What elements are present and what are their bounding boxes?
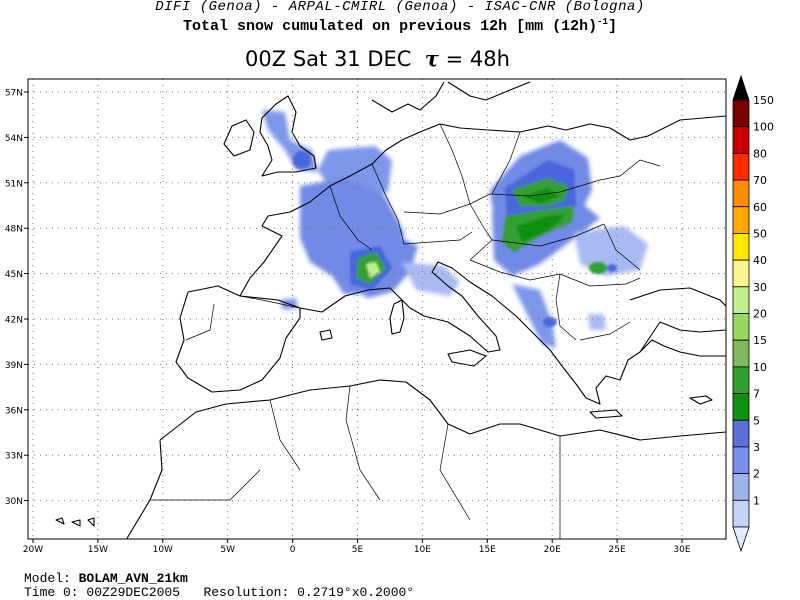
- lon-label: 30E: [673, 545, 690, 555]
- colorbar-swatch: [732, 259, 750, 288]
- colorbar-cap-bottom: [732, 526, 750, 553]
- colorbar-label: 20: [753, 308, 767, 321]
- colorbar-label: 50: [753, 227, 767, 240]
- lat-label: 36N: [5, 406, 23, 416]
- lon-label: 10W: [153, 545, 173, 555]
- snow-fields: [262, 110, 648, 348]
- colorbar-label: 7: [753, 388, 760, 401]
- header-institutions: DIFI (Genoa) - ARPAL-CMIRL (Genoa) - ISA…: [155, 0, 645, 15]
- colorbar-label: 15: [753, 334, 767, 347]
- lat-label: 54N: [5, 134, 23, 144]
- colorbar-cap-top: [732, 74, 750, 101]
- forecast-time: 00Z Sat 31 DEC: [245, 47, 412, 71]
- colorbar-label: 150: [753, 94, 774, 107]
- lon-label: 15W: [88, 545, 108, 555]
- colorbar-label: 2: [753, 468, 760, 481]
- header-variable-text: Total snow cumulated on previous 12h [mm…: [183, 18, 598, 35]
- colorbar-swatch: [732, 313, 750, 341]
- colorbar-swatch: [732, 366, 750, 394]
- time-value: 00Z29DEC2005: [86, 585, 181, 600]
- longitude-labels: 20W 15W 10W 5W 0 5E 10E 15E 20E 25E 30E: [23, 539, 691, 555]
- lon-label: 25E: [609, 545, 626, 555]
- colorbar-label: 40: [753, 254, 767, 267]
- map-frame: [27, 78, 727, 540]
- colorbar-swatch: [732, 152, 750, 181]
- colorbar-swatch: [732, 499, 750, 528]
- header-variable-exponent: -1: [597, 17, 608, 27]
- colorbar-label: 3: [753, 441, 760, 454]
- latitude-labels: 57N 54N 51N 48N 45N 42N 39N 36N 33N 30N: [5, 89, 28, 507]
- lon-label: 5W: [220, 545, 235, 555]
- colorbar-swatch: [732, 233, 750, 261]
- lon-label: 15E: [479, 545, 496, 555]
- model-info: Model: BOLAM_AVN_21km: [24, 572, 188, 586]
- colorbar-label: 30: [753, 281, 767, 294]
- colorbar-swatch: [732, 473, 750, 501]
- lat-label: 57N: [5, 89, 23, 99]
- colorbar-swatch: [732, 393, 750, 421]
- tau-symbol: τ: [424, 46, 439, 71]
- lon-label: 0: [290, 545, 296, 555]
- header-variable-end: ]: [607, 18, 617, 35]
- colorbar-label: 5: [753, 414, 760, 427]
- tau-value: = 48h: [445, 47, 510, 71]
- colorbar: 150 100 80 70 60 50 40 30 20 15 10 7 5 3 2 1: [732, 74, 774, 553]
- model-label: Model:: [24, 571, 71, 586]
- lat-label: 42N: [5, 316, 23, 326]
- lat-label: 33N: [5, 452, 23, 462]
- colorbar-label: 100: [753, 121, 774, 134]
- lon-label: 20E: [544, 545, 561, 555]
- lat-label: 39N: [5, 361, 23, 371]
- resolution-label: Resolution:: [203, 585, 290, 600]
- colorbar-swatch: [732, 206, 750, 234]
- snow-cores: [293, 151, 617, 327]
- lon-label: 10E: [414, 545, 431, 555]
- time-label: Time 0:: [24, 585, 79, 600]
- header-variable: Total snow cumulated on previous 12h [mm…: [0, 14, 800, 35]
- lat-label: 45N: [5, 270, 23, 280]
- lat-label: 48N: [5, 225, 23, 235]
- colorbar-swatch: [732, 179, 750, 208]
- lat-label: 51N: [5, 179, 23, 189]
- run-info: Time 0: 00Z29DEC2005 Resolution: 0.2719°…: [24, 586, 414, 600]
- colorbar-swatch: [732, 339, 750, 368]
- colorbar-label: 80: [753, 147, 767, 160]
- forecast-title: 00Z Sat 31 DEC τ = 48h: [0, 46, 755, 72]
- model-value: BOLAM_AVN_21km: [78, 571, 188, 586]
- resolution-value: 0.2719°x0.2000°: [297, 585, 415, 600]
- country-borders: [150, 123, 661, 539]
- lon-label: 5E: [352, 545, 364, 555]
- lat-label: 30N: [5, 497, 23, 507]
- graticule: [28, 79, 726, 539]
- colorbar-swatch: [732, 446, 750, 475]
- colorbar-swatch: [732, 286, 750, 314]
- colorbar-swatch: [732, 99, 750, 128]
- coastlines: [55, 81, 726, 539]
- colorbar-label: 60: [753, 201, 767, 214]
- colorbar-swatch: [732, 419, 750, 448]
- colorbar-label: 70: [753, 174, 767, 187]
- map-area: [28, 79, 726, 539]
- colorbar-label: 1: [753, 494, 760, 507]
- lon-label: 20W: [23, 545, 43, 555]
- colorbar-label: 10: [753, 361, 767, 374]
- colorbar-swatch: [732, 126, 750, 154]
